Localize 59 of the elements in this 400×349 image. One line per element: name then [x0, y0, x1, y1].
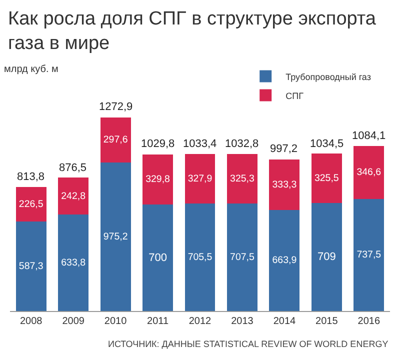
bar — [16, 187, 46, 222]
x-tick-label: 2009 — [62, 316, 85, 327]
x-tick-label: 2012 — [188, 316, 212, 327]
data-label: 333,3 — [272, 179, 297, 190]
bar — [269, 159, 300, 210]
total-label: 1034,5 — [310, 138, 344, 150]
data-label: 297,6 — [103, 134, 128, 146]
bar — [184, 204, 216, 311]
x-tick-label: 2015 — [316, 316, 338, 327]
bar — [58, 178, 89, 215]
legend-label: СПГ — [286, 90, 304, 101]
total-label: 813,8 — [17, 171, 45, 183]
bar — [100, 117, 131, 163]
data-label: 327,9 — [188, 173, 212, 184]
total-label: 1033,4 — [183, 138, 217, 150]
x-tick-label: 2008 — [20, 316, 43, 327]
bar — [16, 222, 46, 311]
data-label: 707,5 — [230, 252, 254, 263]
x-tick-label: 2010 — [104, 316, 128, 327]
data-label: 329,8 — [146, 174, 170, 186]
bar — [227, 154, 258, 204]
total-label: 1084,1 — [352, 130, 386, 142]
bar — [227, 203, 258, 311]
data-label: 737,5 — [356, 250, 382, 261]
data-label: 226,5 — [18, 199, 44, 210]
bar — [354, 198, 384, 311]
text: ИСТОЧНИК: ДАННЫЕ STATISTICAL REVIEW OF WORLD ENERGY — [108, 339, 388, 349]
data-label: 700 — [148, 252, 167, 264]
data-label: 325,3 — [230, 173, 254, 184]
bar — [354, 146, 384, 199]
bar — [142, 154, 173, 205]
bar — [311, 154, 342, 204]
total-label: 1029,8 — [141, 138, 175, 150]
data-label: 242,8 — [61, 190, 86, 202]
x-tick-label: 2013 — [231, 316, 254, 327]
data-label: 633,8 — [61, 257, 86, 268]
total-label: 997,2 — [270, 143, 298, 155]
bar — [269, 210, 300, 311]
bar — [142, 204, 173, 311]
bar — [184, 154, 216, 204]
data-label: 975,2 — [103, 231, 128, 242]
bar — [311, 203, 342, 311]
total-label: 1032,8 — [225, 138, 259, 150]
y-axis-title: млрд куб. м — [4, 64, 59, 75]
data-label: 346,6 — [356, 167, 382, 178]
chart-title: Как росла доля СПГ в структуре экспорта газа в мире — [8, 8, 376, 54]
legend-label: Трубопроводный газ — [286, 72, 371, 82]
bar — [100, 162, 131, 311]
data-label: 705,5 — [188, 252, 212, 263]
total-label: 876,5 — [59, 162, 87, 174]
data-label: 587,3 — [18, 260, 44, 272]
x-tick-label: 2016 — [358, 316, 380, 327]
total-label: 1272,9 — [99, 101, 133, 113]
data-label: 709 — [317, 251, 336, 264]
x-tick-label: 2014 — [273, 316, 296, 327]
x-tick-label: 2011 — [147, 316, 169, 327]
data-label: 325,5 — [314, 173, 339, 184]
bar — [58, 214, 89, 311]
data-label: 663,9 — [272, 255, 297, 266]
